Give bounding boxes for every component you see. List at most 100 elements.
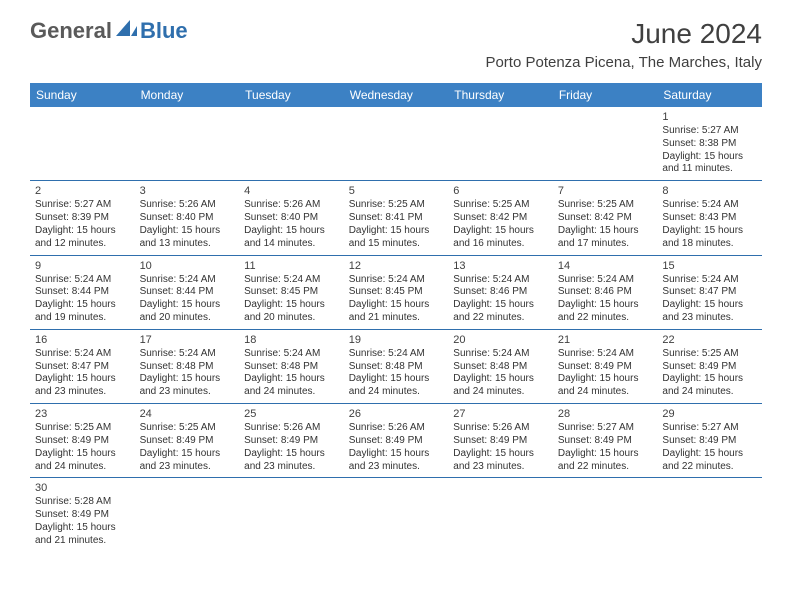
- sunrise-text: Sunrise: 5:25 AM: [662, 348, 757, 361]
- sunset-text: Sunset: 8:48 PM: [244, 361, 339, 374]
- sunset-text: Sunset: 8:49 PM: [662, 435, 757, 448]
- day-number: 9: [35, 259, 130, 273]
- daylight-text: Daylight: 15 hours and 24 minutes.: [349, 373, 444, 399]
- day-number: 11: [244, 259, 339, 273]
- daylight-text: Daylight: 15 hours and 24 minutes.: [558, 373, 653, 399]
- sunset-text: Sunset: 8:42 PM: [558, 212, 653, 225]
- daylight-text: Daylight: 15 hours and 21 minutes.: [35, 522, 130, 548]
- weekday-header: Friday: [553, 83, 658, 107]
- calendar-cell: 4Sunrise: 5:26 AMSunset: 8:40 PMDaylight…: [239, 181, 344, 255]
- calendar-cell: 2Sunrise: 5:27 AMSunset: 8:39 PMDaylight…: [30, 181, 135, 255]
- sunset-text: Sunset: 8:49 PM: [35, 435, 130, 448]
- daylight-text: Daylight: 15 hours and 11 minutes.: [662, 151, 757, 177]
- daylight-text: Daylight: 15 hours and 24 minutes.: [662, 373, 757, 399]
- daylight-text: Daylight: 15 hours and 15 minutes.: [349, 225, 444, 251]
- calendar-cell: 5Sunrise: 5:25 AMSunset: 8:41 PMDaylight…: [344, 181, 449, 255]
- daylight-text: Daylight: 15 hours and 12 minutes.: [35, 225, 130, 251]
- day-number: 12: [349, 259, 444, 273]
- daylight-text: Daylight: 15 hours and 21 minutes.: [349, 299, 444, 325]
- sunset-text: Sunset: 8:46 PM: [558, 286, 653, 299]
- logo-sail-icon: [116, 20, 138, 43]
- sunset-text: Sunset: 8:40 PM: [140, 212, 235, 225]
- sunset-text: Sunset: 8:44 PM: [35, 286, 130, 299]
- title-block: June 2024 Porto Potenza Picena, The Marc…: [485, 18, 762, 71]
- daylight-text: Daylight: 15 hours and 13 minutes.: [140, 225, 235, 251]
- sunrise-text: Sunrise: 5:24 AM: [349, 348, 444, 361]
- sunrise-text: Sunrise: 5:24 AM: [453, 348, 548, 361]
- calendar-cell: 19Sunrise: 5:24 AMSunset: 8:48 PMDayligh…: [344, 330, 449, 404]
- calendar-cell: 8Sunrise: 5:24 AMSunset: 8:43 PMDaylight…: [657, 181, 762, 255]
- logo-text-general: General: [30, 18, 112, 44]
- sunrise-text: Sunrise: 5:24 AM: [244, 274, 339, 287]
- calendar-cell: [135, 107, 240, 181]
- sunrise-text: Sunrise: 5:24 AM: [349, 274, 444, 287]
- calendar-cell: 27Sunrise: 5:26 AMSunset: 8:49 PMDayligh…: [448, 404, 553, 478]
- calendar-cell: [553, 478, 658, 551]
- calendar-cell: 1Sunrise: 5:27 AMSunset: 8:38 PMDaylight…: [657, 107, 762, 181]
- daylight-text: Daylight: 15 hours and 20 minutes.: [244, 299, 339, 325]
- daylight-text: Daylight: 15 hours and 23 minutes.: [140, 448, 235, 474]
- calendar-cell: 22Sunrise: 5:25 AMSunset: 8:49 PMDayligh…: [657, 330, 762, 404]
- sunset-text: Sunset: 8:49 PM: [558, 435, 653, 448]
- sunrise-text: Sunrise: 5:24 AM: [35, 274, 130, 287]
- page-header: General Blue June 2024 Porto Potenza Pic…: [0, 0, 792, 75]
- sunset-text: Sunset: 8:48 PM: [349, 361, 444, 374]
- sunrise-text: Sunrise: 5:28 AM: [35, 496, 130, 509]
- day-number: 10: [140, 259, 235, 273]
- calendar-cell: [239, 478, 344, 551]
- sunrise-text: Sunrise: 5:24 AM: [140, 274, 235, 287]
- logo-text-blue: Blue: [140, 18, 188, 44]
- daylight-text: Daylight: 15 hours and 17 minutes.: [558, 225, 653, 251]
- daylight-text: Daylight: 15 hours and 23 minutes.: [662, 299, 757, 325]
- calendar: SundayMondayTuesdayWednesdayThursdayFrid…: [30, 83, 762, 552]
- weekday-header: Saturday: [657, 83, 762, 107]
- weekday-header: Wednesday: [344, 83, 449, 107]
- sunrise-text: Sunrise: 5:27 AM: [35, 199, 130, 212]
- day-number: 8: [662, 184, 757, 198]
- calendar-cell: [30, 107, 135, 181]
- sunset-text: Sunset: 8:48 PM: [453, 361, 548, 374]
- sunrise-text: Sunrise: 5:26 AM: [453, 422, 548, 435]
- calendar-cell: 20Sunrise: 5:24 AMSunset: 8:48 PMDayligh…: [448, 330, 553, 404]
- daylight-text: Daylight: 15 hours and 22 minutes.: [453, 299, 548, 325]
- sunrise-text: Sunrise: 5:26 AM: [244, 199, 339, 212]
- day-number: 24: [140, 407, 235, 421]
- sunset-text: Sunset: 8:39 PM: [35, 212, 130, 225]
- sunrise-text: Sunrise: 5:24 AM: [662, 199, 757, 212]
- calendar-cell: 12Sunrise: 5:24 AMSunset: 8:45 PMDayligh…: [344, 256, 449, 330]
- calendar-cell: 15Sunrise: 5:24 AMSunset: 8:47 PMDayligh…: [657, 256, 762, 330]
- sunset-text: Sunset: 8:49 PM: [140, 435, 235, 448]
- day-number: 18: [244, 333, 339, 347]
- day-number: 26: [349, 407, 444, 421]
- sunrise-text: Sunrise: 5:27 AM: [662, 125, 757, 138]
- sunrise-text: Sunrise: 5:24 AM: [558, 274, 653, 287]
- sunrise-text: Sunrise: 5:27 AM: [662, 422, 757, 435]
- daylight-text: Daylight: 15 hours and 23 minutes.: [140, 373, 235, 399]
- sunset-text: Sunset: 8:42 PM: [453, 212, 548, 225]
- calendar-cell: 11Sunrise: 5:24 AMSunset: 8:45 PMDayligh…: [239, 256, 344, 330]
- sunset-text: Sunset: 8:45 PM: [349, 286, 444, 299]
- daylight-text: Daylight: 15 hours and 18 minutes.: [662, 225, 757, 251]
- day-number: 19: [349, 333, 444, 347]
- calendar-cell: 13Sunrise: 5:24 AMSunset: 8:46 PMDayligh…: [448, 256, 553, 330]
- sunrise-text: Sunrise: 5:24 AM: [244, 348, 339, 361]
- sunrise-text: Sunrise: 5:24 AM: [453, 274, 548, 287]
- sunset-text: Sunset: 8:40 PM: [244, 212, 339, 225]
- month-title: June 2024: [485, 18, 762, 50]
- daylight-text: Daylight: 15 hours and 24 minutes.: [35, 448, 130, 474]
- sunrise-text: Sunrise: 5:25 AM: [349, 199, 444, 212]
- sunrise-text: Sunrise: 5:24 AM: [662, 274, 757, 287]
- sunset-text: Sunset: 8:47 PM: [35, 361, 130, 374]
- day-number: 28: [558, 407, 653, 421]
- day-number: 25: [244, 407, 339, 421]
- daylight-text: Daylight: 15 hours and 20 minutes.: [140, 299, 235, 325]
- day-number: 14: [558, 259, 653, 273]
- calendar-cell: [344, 107, 449, 181]
- calendar-cell: 10Sunrise: 5:24 AMSunset: 8:44 PMDayligh…: [135, 256, 240, 330]
- calendar-cell: 9Sunrise: 5:24 AMSunset: 8:44 PMDaylight…: [30, 256, 135, 330]
- calendar-cell: [344, 478, 449, 551]
- day-number: 23: [35, 407, 130, 421]
- day-number: 7: [558, 184, 653, 198]
- location-text: Porto Potenza Picena, The Marches, Italy: [485, 54, 762, 71]
- sunset-text: Sunset: 8:41 PM: [349, 212, 444, 225]
